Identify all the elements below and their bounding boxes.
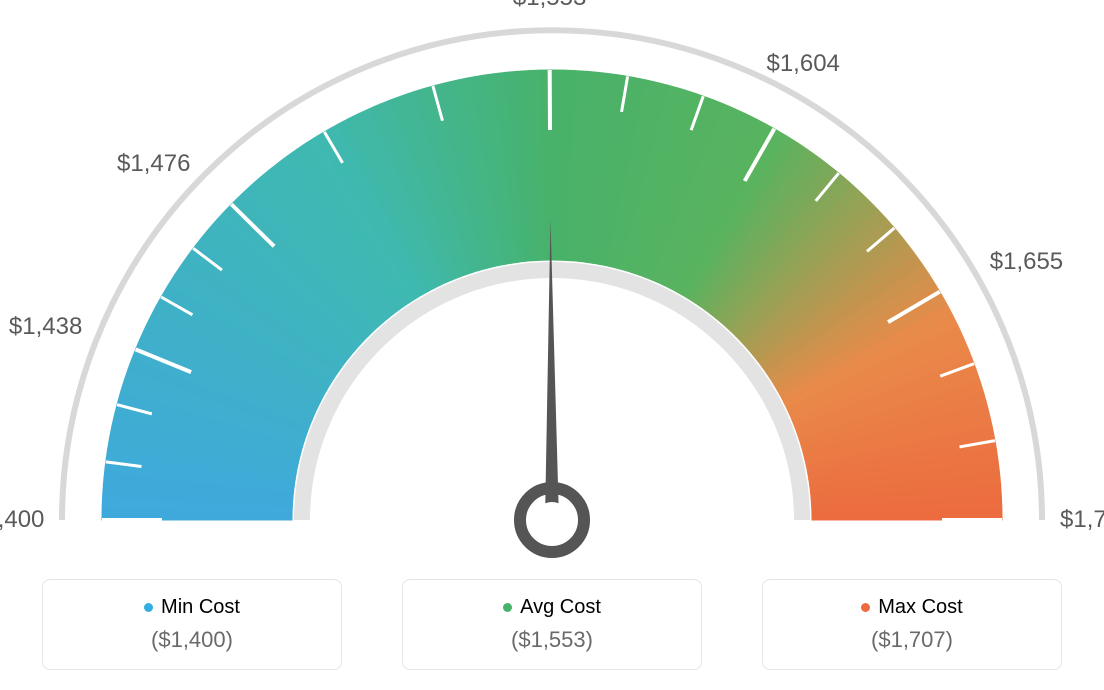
gauge-tick-label: $1,604 xyxy=(766,50,839,78)
gauge-tick-label: $1,400 xyxy=(0,506,44,534)
legend-value-min: ($1,400) xyxy=(67,627,317,653)
legend-dot-avg xyxy=(503,603,512,612)
legend-title-min: Min Cost xyxy=(67,596,317,619)
legend-label-avg: Avg Cost xyxy=(520,596,601,619)
gauge-tick-label: $1,438 xyxy=(9,313,82,341)
legend-title-avg: Avg Cost xyxy=(427,596,677,619)
gauge-svg xyxy=(0,0,1104,560)
gauge-tick-label: $1,476 xyxy=(117,150,190,178)
legend-label-min: Min Cost xyxy=(161,596,240,619)
gauge-tick-label: $1,553 xyxy=(513,0,586,12)
gauge-chart: $1,400 $1,438 $1,476 $1,553 $1,604 $1,655 $1,7… xyxy=(0,0,1104,560)
gauge-tick-label: $1,655 xyxy=(990,248,1063,276)
legend-row: Min Cost ($1,400) Avg Cost ($1,553) Max … xyxy=(0,579,1104,670)
legend-title-max: Max Cost xyxy=(787,596,1037,619)
legend-label-max: Max Cost xyxy=(878,596,962,619)
legend-box-max: Max Cost ($1,707) xyxy=(762,579,1062,670)
legend-box-min: Min Cost ($1,400) xyxy=(42,579,342,670)
legend-box-avg: Avg Cost ($1,553) xyxy=(402,579,702,670)
legend-value-avg: ($1,553) xyxy=(427,627,677,653)
legend-value-max: ($1,707) xyxy=(787,627,1037,653)
gauge-tick-label: $1,707 xyxy=(1060,506,1104,534)
legend-dot-min xyxy=(144,603,153,612)
legend-dot-max xyxy=(861,603,870,612)
